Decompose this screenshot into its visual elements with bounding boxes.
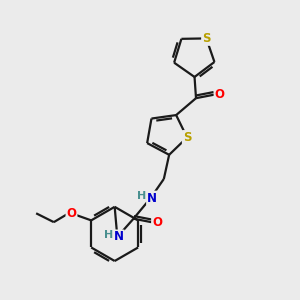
Text: N: N: [147, 192, 157, 205]
Text: O: O: [67, 206, 76, 220]
Text: O: O: [214, 88, 225, 101]
Text: S: S: [202, 32, 211, 45]
Text: O: O: [152, 216, 162, 229]
Text: H: H: [104, 230, 113, 240]
Text: H: H: [137, 191, 146, 201]
Text: S: S: [183, 131, 191, 144]
Text: N: N: [114, 230, 124, 243]
